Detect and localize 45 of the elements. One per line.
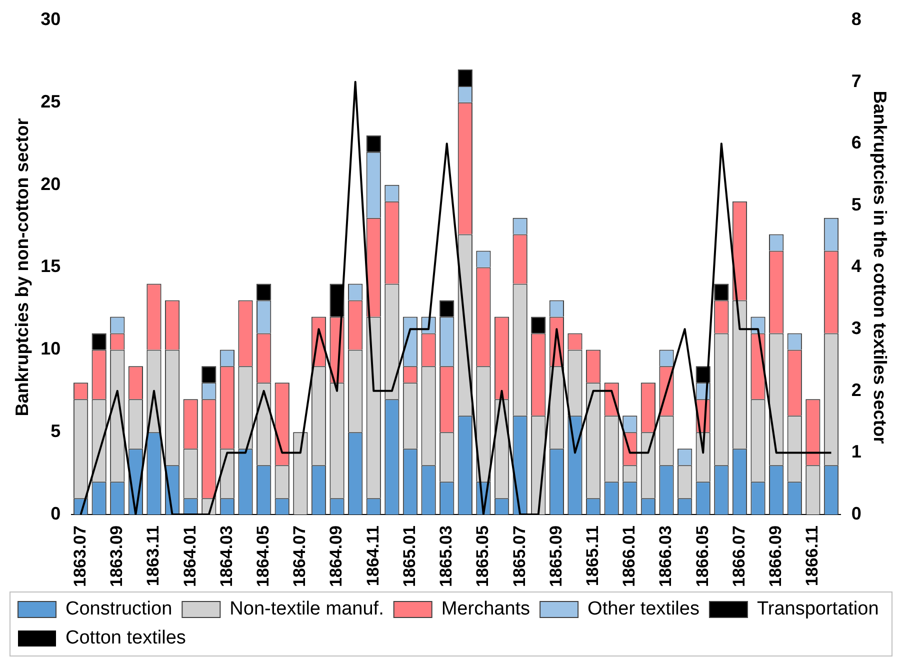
- y2-tick-label: 5: [851, 194, 862, 214]
- x-tick-label: 1865.01: [400, 526, 419, 587]
- x-tick-label: 1865.05: [473, 526, 492, 587]
- x-tick-label: 1864.01: [180, 526, 200, 587]
- x-tick-label: 1865.03: [436, 526, 456, 587]
- y2-tick-label: 2: [851, 380, 862, 400]
- x-tick-label: 1864.05: [254, 526, 272, 587]
- x-tick-label: 1863.11: [144, 526, 163, 586]
- y-tick-label: 30: [40, 8, 61, 29]
- x-tick-label: 1865.09: [546, 526, 566, 587]
- x-tick-label: 1864.03: [216, 526, 236, 587]
- y2-tick-label: 1: [851, 442, 862, 462]
- y2-tick-label: 3: [851, 318, 862, 338]
- x-tick-label: 1865.11: [582, 526, 602, 586]
- x-tick-label: 1866.01: [620, 526, 639, 587]
- y-tick-label: 5: [50, 421, 61, 442]
- y-axis-title: Bankruptcies by non-cotton sector: [12, 118, 32, 416]
- legend-label: Cotton textiles: [66, 628, 186, 649]
- x-tick-label: 1863.09: [107, 526, 126, 587]
- x-tick-label: 1864.07: [290, 526, 310, 587]
- legend-label: Merchants: [441, 598, 530, 620]
- y2-tick-label: 4: [851, 256, 862, 276]
- legend-label: Construction: [66, 598, 172, 620]
- x-tick-label: 1863.07: [70, 526, 90, 587]
- y-tick-label: 15: [40, 256, 61, 276]
- y2-axis-title: Bankruptcies in the cotton textiles sector: [870, 90, 890, 444]
- x-tick-label: 1865.07: [510, 526, 529, 587]
- y-tick-label: 20: [40, 174, 61, 194]
- x-tick-label: 1866.03: [656, 526, 676, 587]
- y2-tick-label: 0: [851, 504, 862, 524]
- y2-tick-label: 7: [851, 70, 862, 91]
- x-tick-label: 1864.11: [363, 526, 382, 586]
- x-tick-label: 1866.09: [766, 526, 786, 587]
- y-tick-label: 0: [50, 504, 61, 524]
- x-tick-label: 1866.07: [729, 526, 748, 587]
- y2-tick-label: 6: [851, 132, 862, 153]
- y-tick-label: 10: [40, 338, 61, 359]
- legend-label: Other textiles: [588, 598, 700, 620]
- x-tick-label: 1866.11: [802, 526, 822, 586]
- x-tick-label: 1866.05: [692, 526, 712, 587]
- legend-label: Non-textile manuf.: [230, 598, 384, 620]
- legend-label: Transportation: [756, 598, 879, 620]
- y2-tick-label: 8: [851, 8, 862, 29]
- x-tick-label: 1864.09: [326, 526, 346, 587]
- y-tick-label: 25: [40, 91, 61, 112]
